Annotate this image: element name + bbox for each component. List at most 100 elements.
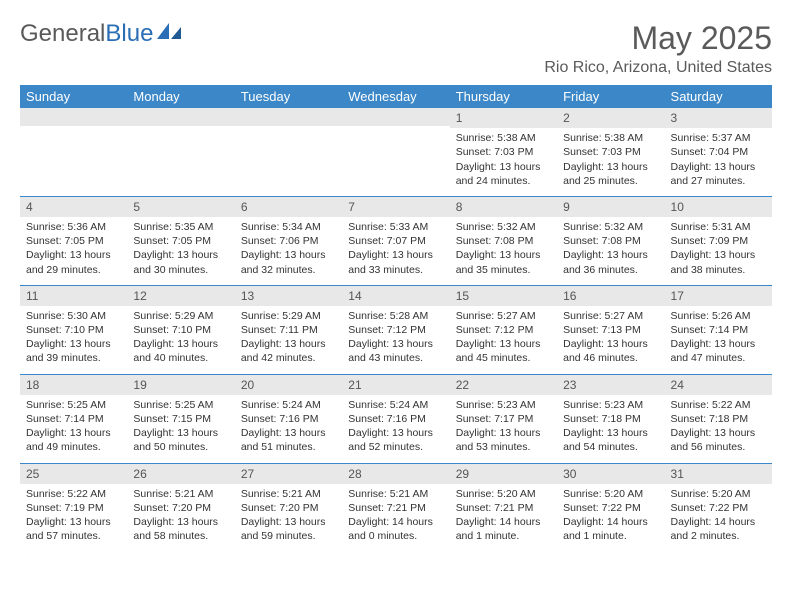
day-cell xyxy=(127,108,234,196)
sunset-line: Sunset: 7:03 PM xyxy=(563,145,658,159)
day-body: Sunrise: 5:22 AMSunset: 7:18 PMDaylight:… xyxy=(665,395,772,463)
day-number: 1 xyxy=(450,108,557,128)
day-body: Sunrise: 5:21 AMSunset: 7:21 PMDaylight:… xyxy=(342,484,449,552)
day-cell: 31Sunrise: 5:20 AMSunset: 7:22 PMDayligh… xyxy=(665,463,772,551)
day-number: 29 xyxy=(450,464,557,484)
sunrise-line: Sunrise: 5:32 AM xyxy=(456,220,551,234)
day-number: 31 xyxy=(665,464,772,484)
day-body: Sunrise: 5:38 AMSunset: 7:03 PMDaylight:… xyxy=(450,128,557,196)
day-body: Sunrise: 5:24 AMSunset: 7:16 PMDaylight:… xyxy=(342,395,449,463)
sunrise-line: Sunrise: 5:38 AM xyxy=(563,131,658,145)
day-body: Sunrise: 5:21 AMSunset: 7:20 PMDaylight:… xyxy=(127,484,234,552)
sunrise-line: Sunrise: 5:34 AM xyxy=(241,220,336,234)
day-number: 18 xyxy=(20,375,127,395)
day-body: Sunrise: 5:32 AMSunset: 7:08 PMDaylight:… xyxy=(450,217,557,285)
day-cell: 9Sunrise: 5:32 AMSunset: 7:08 PMDaylight… xyxy=(557,196,664,285)
daylight-line: Daylight: 13 hours and 32 minutes. xyxy=(241,248,336,276)
sunset-line: Sunset: 7:06 PM xyxy=(241,234,336,248)
daylight-line: Daylight: 13 hours and 46 minutes. xyxy=(563,337,658,365)
sunset-line: Sunset: 7:21 PM xyxy=(456,501,551,515)
day-cell: 25Sunrise: 5:22 AMSunset: 7:19 PMDayligh… xyxy=(20,463,127,551)
day-number: 24 xyxy=(665,375,772,395)
daylight-line: Daylight: 14 hours and 1 minute. xyxy=(563,515,658,543)
day-number: 17 xyxy=(665,286,772,306)
sunset-line: Sunset: 7:20 PM xyxy=(241,501,336,515)
sunrise-line: Sunrise: 5:28 AM xyxy=(348,309,443,323)
day-cell: 14Sunrise: 5:28 AMSunset: 7:12 PMDayligh… xyxy=(342,285,449,374)
day-cell: 4Sunrise: 5:36 AMSunset: 7:05 PMDaylight… xyxy=(20,196,127,285)
daylight-line: Daylight: 13 hours and 52 minutes. xyxy=(348,426,443,454)
sunset-line: Sunset: 7:11 PM xyxy=(241,323,336,337)
sunset-line: Sunset: 7:12 PM xyxy=(348,323,443,337)
sunset-line: Sunset: 7:07 PM xyxy=(348,234,443,248)
day-cell xyxy=(342,108,449,196)
day-cell: 16Sunrise: 5:27 AMSunset: 7:13 PMDayligh… xyxy=(557,285,664,374)
daylight-line: Daylight: 13 hours and 47 minutes. xyxy=(671,337,766,365)
week-row: 25Sunrise: 5:22 AMSunset: 7:19 PMDayligh… xyxy=(20,463,772,551)
week-row: 11Sunrise: 5:30 AMSunset: 7:10 PMDayligh… xyxy=(20,285,772,374)
daylight-line: Daylight: 13 hours and 27 minutes. xyxy=(671,160,766,188)
sunset-line: Sunset: 7:15 PM xyxy=(133,412,228,426)
day-cell: 5Sunrise: 5:35 AMSunset: 7:05 PMDaylight… xyxy=(127,196,234,285)
day-header: Tuesday xyxy=(235,85,342,108)
sunrise-line: Sunrise: 5:31 AM xyxy=(671,220,766,234)
day-cell: 27Sunrise: 5:21 AMSunset: 7:20 PMDayligh… xyxy=(235,463,342,551)
day-header: Saturday xyxy=(665,85,772,108)
sunset-line: Sunset: 7:13 PM xyxy=(563,323,658,337)
day-number: 12 xyxy=(127,286,234,306)
day-body: Sunrise: 5:37 AMSunset: 7:04 PMDaylight:… xyxy=(665,128,772,196)
day-body: Sunrise: 5:27 AMSunset: 7:13 PMDaylight:… xyxy=(557,306,664,374)
day-number: 16 xyxy=(557,286,664,306)
day-number: 9 xyxy=(557,197,664,217)
day-body: Sunrise: 5:27 AMSunset: 7:12 PMDaylight:… xyxy=(450,306,557,374)
logo-text-1: General xyxy=(20,20,105,48)
daylight-line: Daylight: 13 hours and 59 minutes. xyxy=(241,515,336,543)
day-number: 8 xyxy=(450,197,557,217)
day-cell: 17Sunrise: 5:26 AMSunset: 7:14 PMDayligh… xyxy=(665,285,772,374)
day-body: Sunrise: 5:38 AMSunset: 7:03 PMDaylight:… xyxy=(557,128,664,196)
sunset-line: Sunset: 7:12 PM xyxy=(456,323,551,337)
day-number: 13 xyxy=(235,286,342,306)
day-cell: 2Sunrise: 5:38 AMSunset: 7:03 PMDaylight… xyxy=(557,108,664,196)
day-body: Sunrise: 5:21 AMSunset: 7:20 PMDaylight:… xyxy=(235,484,342,552)
sunrise-line: Sunrise: 5:20 AM xyxy=(563,487,658,501)
day-body: Sunrise: 5:25 AMSunset: 7:15 PMDaylight:… xyxy=(127,395,234,463)
sunrise-line: Sunrise: 5:22 AM xyxy=(671,398,766,412)
logo-sail-icon xyxy=(157,20,183,48)
daylight-line: Daylight: 13 hours and 53 minutes. xyxy=(456,426,551,454)
day-cell: 19Sunrise: 5:25 AMSunset: 7:15 PMDayligh… xyxy=(127,374,234,463)
day-body: Sunrise: 5:23 AMSunset: 7:17 PMDaylight:… xyxy=(450,395,557,463)
week-row: 18Sunrise: 5:25 AMSunset: 7:14 PMDayligh… xyxy=(20,374,772,463)
daylight-line: Daylight: 13 hours and 38 minutes. xyxy=(671,248,766,276)
daylight-line: Daylight: 13 hours and 56 minutes. xyxy=(671,426,766,454)
sunrise-line: Sunrise: 5:21 AM xyxy=(133,487,228,501)
day-body: Sunrise: 5:35 AMSunset: 7:05 PMDaylight:… xyxy=(127,217,234,285)
sunrise-line: Sunrise: 5:21 AM xyxy=(348,487,443,501)
sunrise-line: Sunrise: 5:24 AM xyxy=(241,398,336,412)
daylight-line: Daylight: 13 hours and 42 minutes. xyxy=(241,337,336,365)
daylight-line: Daylight: 13 hours and 54 minutes. xyxy=(563,426,658,454)
day-number: 26 xyxy=(127,464,234,484)
day-number: 6 xyxy=(235,197,342,217)
day-cell: 8Sunrise: 5:32 AMSunset: 7:08 PMDaylight… xyxy=(450,196,557,285)
empty-day-num xyxy=(235,108,342,126)
sunset-line: Sunset: 7:16 PM xyxy=(348,412,443,426)
day-cell: 30Sunrise: 5:20 AMSunset: 7:22 PMDayligh… xyxy=(557,463,664,551)
day-cell: 22Sunrise: 5:23 AMSunset: 7:17 PMDayligh… xyxy=(450,374,557,463)
logo: GeneralBlue xyxy=(20,20,183,48)
day-cell: 3Sunrise: 5:37 AMSunset: 7:04 PMDaylight… xyxy=(665,108,772,196)
day-body: Sunrise: 5:29 AMSunset: 7:11 PMDaylight:… xyxy=(235,306,342,374)
daylight-line: Daylight: 13 hours and 39 minutes. xyxy=(26,337,121,365)
day-number: 28 xyxy=(342,464,449,484)
day-body: Sunrise: 5:36 AMSunset: 7:05 PMDaylight:… xyxy=(20,217,127,285)
day-cell: 29Sunrise: 5:20 AMSunset: 7:21 PMDayligh… xyxy=(450,463,557,551)
empty-day-num xyxy=(342,108,449,126)
day-cell: 11Sunrise: 5:30 AMSunset: 7:10 PMDayligh… xyxy=(20,285,127,374)
day-cell: 21Sunrise: 5:24 AMSunset: 7:16 PMDayligh… xyxy=(342,374,449,463)
day-cell: 28Sunrise: 5:21 AMSunset: 7:21 PMDayligh… xyxy=(342,463,449,551)
day-header: Monday xyxy=(127,85,234,108)
day-body: Sunrise: 5:20 AMSunset: 7:22 PMDaylight:… xyxy=(557,484,664,552)
day-cell: 18Sunrise: 5:25 AMSunset: 7:14 PMDayligh… xyxy=(20,374,127,463)
day-cell xyxy=(20,108,127,196)
day-number: 11 xyxy=(20,286,127,306)
